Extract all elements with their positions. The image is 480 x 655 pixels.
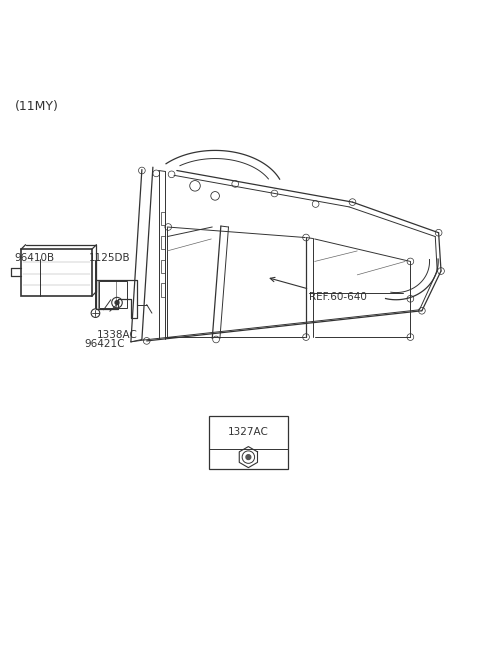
Bar [21, 250, 92, 297]
Circle shape [115, 301, 119, 305]
Text: 1338AC: 1338AC [96, 329, 137, 340]
Text: 1327AC: 1327AC [228, 427, 269, 438]
Bar [160, 284, 165, 297]
Text: 96421C: 96421C [84, 339, 125, 349]
Bar [160, 236, 165, 249]
Text: (11MY): (11MY) [15, 100, 59, 113]
Circle shape [246, 455, 251, 460]
Bar [209, 416, 288, 469]
Bar [160, 212, 165, 225]
Text: 1125DB: 1125DB [89, 253, 131, 263]
Bar [160, 259, 165, 273]
Bar [99, 280, 127, 309]
Text: REF.60-640: REF.60-640 [310, 291, 367, 301]
Text: 96410B: 96410B [14, 253, 54, 263]
